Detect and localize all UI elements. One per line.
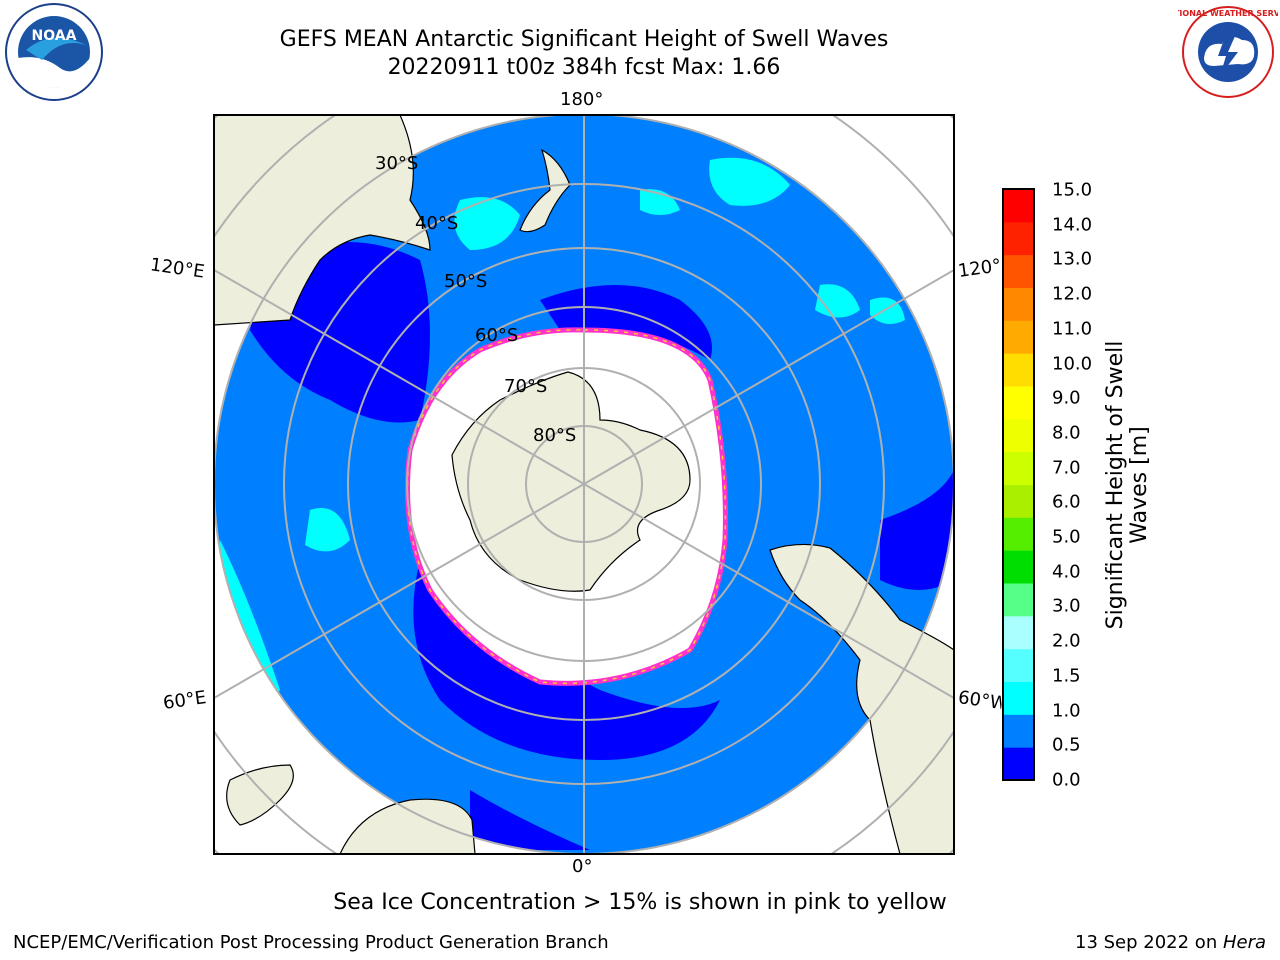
colorbar-tick-label: 8.0: [1052, 422, 1081, 444]
colorbar-segment: [1003, 320, 1034, 354]
land-africa: [339, 798, 476, 854]
colorbar-tick-label: 1.5: [1052, 665, 1081, 687]
colorbar-segment: [1003, 714, 1034, 748]
lon-label-0: 0°: [572, 856, 593, 877]
graticule: [214, 115, 954, 854]
colorbar-tick-label: 12.0: [1052, 283, 1093, 305]
colorbar-segment: [1003, 583, 1034, 617]
sea-ice-note: Sea Ice Concentration > 15% is shown in …: [333, 890, 947, 915]
lat-label-30s: 30°S: [375, 153, 419, 174]
colorbar-segment: [1003, 517, 1034, 551]
colorbar-segment: [1003, 681, 1034, 715]
colorbar-segment: [1003, 615, 1034, 650]
sea-ice-edge-high: [406, 329, 727, 685]
land-australia: [214, 115, 431, 326]
lat-label-60s: 60°S: [475, 325, 519, 346]
colorbar-tick-label: 4.0: [1052, 561, 1081, 583]
colorbar-tick-label: 5.0: [1052, 526, 1081, 548]
lat-label-40s: 40°S: [415, 213, 459, 234]
colorbar-segment: [1003, 550, 1034, 584]
colorbar-segment: [1003, 287, 1034, 321]
land-south-america: [769, 543, 954, 854]
colorbar-segment: [1003, 747, 1034, 781]
colorbar-segment: [1003, 386, 1034, 420]
cyan-swell-patch: [640, 189, 680, 215]
colorbar-tick-label: 0.5: [1052, 734, 1081, 756]
chart-subtitle: 20220911 t00z 384h fcst Max: 1.66: [387, 55, 781, 80]
cyan-swell-patch: [815, 284, 860, 318]
nws-logo-text: NATIONAL WEATHER SERVICE: [1178, 9, 1278, 18]
cyan-swell-patch: [709, 157, 790, 206]
colorbar-segment: [1003, 484, 1034, 518]
colorbar-segment: [1003, 451, 1034, 485]
nws-logo-icon: NATIONAL WEATHER SERVICE: [1178, 6, 1278, 98]
colorbar-segment: [1003, 418, 1034, 453]
colorbar-segment: [1003, 648, 1034, 682]
colorbar-tick-label: 3.0: [1052, 595, 1081, 617]
footer-machine: Hera: [1222, 932, 1266, 953]
colorbar-tick-label: 13.0: [1052, 248, 1093, 270]
colorbar-tick-label: 10.0: [1052, 353, 1093, 375]
lon-label-180: 180°: [560, 89, 604, 110]
colorbar-tick-label: 6.0: [1052, 491, 1081, 513]
footer-credit: NCEP/EMC/Verification Post Processing Pr…: [13, 932, 609, 953]
colorbar-tick-label: 15.0: [1052, 179, 1093, 201]
colorbar-tick-label: 11.0: [1052, 318, 1093, 340]
map-frame: [213, 114, 955, 855]
colorbar-segment: [1003, 254, 1034, 288]
colorbar-tick-label: 9.0: [1052, 387, 1081, 409]
colorbar-tick-label: 2.0: [1052, 630, 1081, 652]
colorbar-segment: [1003, 221, 1034, 256]
colorbar-tick-label: 14.0: [1052, 214, 1093, 236]
footer-date: 13 Sep 2022 on Hera: [1075, 932, 1266, 953]
noaa-logo-icon: NOAA: [5, 3, 103, 101]
lat-label-70s: 70°S: [504, 376, 548, 397]
colorbar-segment: [1003, 353, 1034, 387]
colorbar: [1002, 188, 1035, 781]
land-antarctica: [451, 371, 691, 592]
colorbar-tick-label: 0.0: [1052, 769, 1081, 791]
colorbar-tick-label: 7.0: [1052, 457, 1081, 479]
lat-label-80s: 80°S: [533, 425, 577, 446]
colorbar-label: Significant Height of Swell Waves [m]: [1102, 340, 1152, 630]
cyan-swell-patch: [305, 508, 350, 552]
colorbar-segment: [1003, 189, 1034, 223]
footer-date-text: 13 Sep 2022 on: [1075, 932, 1223, 953]
chart-title: GEFS MEAN Antarctic Significant Height o…: [279, 27, 889, 52]
cyan-swell-patch: [454, 197, 520, 250]
colorbar-tick-label: 1.0: [1052, 700, 1081, 722]
low-swell-region: [470, 790, 590, 850]
lat-label-50s: 50°S: [444, 271, 488, 292]
land-madagascar: [226, 764, 294, 826]
low-swell-region: [413, 560, 720, 760]
noaa-logo-text: NOAA: [32, 28, 77, 44]
low-swell-region: [880, 470, 954, 590]
